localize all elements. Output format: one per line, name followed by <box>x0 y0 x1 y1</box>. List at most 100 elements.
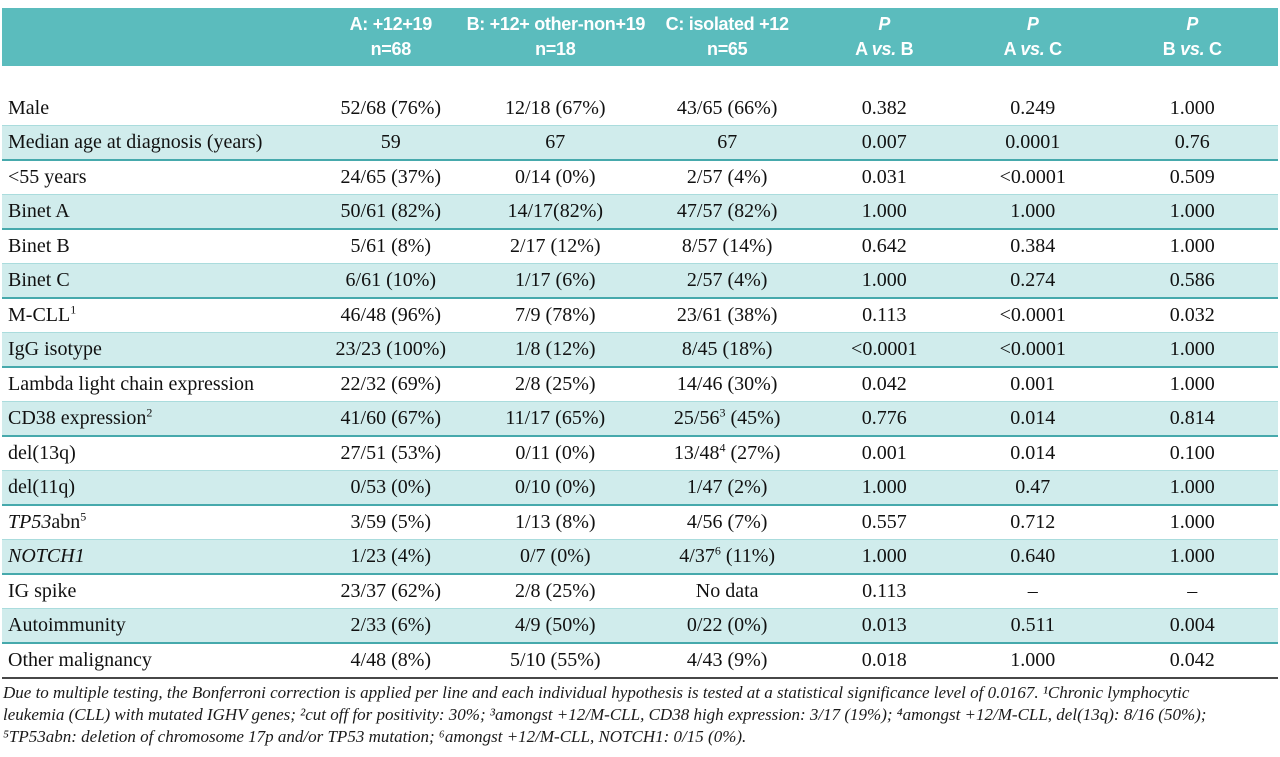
text-segment: <0.0001 <box>999 303 1066 326</box>
value-cell: 27/51 (53%) <box>316 436 466 471</box>
table-row: Other malignancy 4/48 (8%) 5/10 (55%) 4/43 … <box>2 642 1278 679</box>
value-cell: <0.0001 <box>809 331 959 368</box>
value-cell: 1.000 <box>809 538 959 575</box>
table-row: Lambda light chain expression 22/32 (69%)… <box>2 367 1278 402</box>
text-segment: 0.113 <box>862 579 907 602</box>
text-segment: Binet B <box>8 234 70 257</box>
value-cell: 1.000 <box>1106 193 1278 230</box>
value-cell: 3/59 (5%) <box>316 505 466 540</box>
text-segment: 2/8 (25%) <box>514 372 596 395</box>
row-label-cell: Binet B <box>2 229 316 264</box>
text-segment: 52/68 (76%) <box>340 96 442 119</box>
text-segment: Other malignancy <box>8 648 152 671</box>
text-segment: A <box>1003 38 1021 59</box>
superscript-note-ref: 5 <box>80 509 87 523</box>
text-segment: 0.642 <box>861 234 907 257</box>
text-segment: 5/61 (8%) <box>350 234 432 257</box>
text-segment: 8/45 (18%) <box>681 337 773 360</box>
text-segment: 0.712 <box>1010 510 1056 533</box>
table-row: M-CLL1 46/48 (96%) 7/9 (78%) 23/61 (38%) 0.1… <box>2 298 1278 333</box>
text-segment: vs. <box>1180 38 1205 59</box>
footnote-line: Due to multiple testing, the Bonferroni … <box>3 682 1190 702</box>
value-cell: 0.384 <box>959 229 1107 264</box>
text-segment: 47/57 (82%) <box>676 199 778 222</box>
text-segment: abn <box>51 510 81 533</box>
text-segment: (27%) <box>725 441 781 464</box>
text-segment: A <box>855 38 872 59</box>
text-segment: del(13q) <box>8 441 76 464</box>
value-cell: 12/18 (67%) <box>466 79 645 126</box>
text-segment: 4/56 (7%) <box>686 510 768 533</box>
text-segment: 1.000 <box>1010 648 1056 671</box>
value-cell: 0.586 <box>1106 262 1278 299</box>
row-label-cell: Autoimmunity <box>2 607 317 644</box>
value-cell: 1.000 <box>1106 367 1278 402</box>
value-cell: 43/65 (66%) <box>645 79 809 126</box>
value-cell: 24/65 (37%) <box>316 160 466 195</box>
text-segment: – <box>1187 579 1198 602</box>
value-cell: 0.042 <box>809 367 959 402</box>
value-cell: 0.004 <box>1106 607 1278 644</box>
table-row: CD38 expression2 41/60 (67%) 11/17 (65%) 25… <box>2 400 1278 437</box>
text-segment: B <box>1162 38 1181 59</box>
row-label-cell: <55 years <box>2 160 316 195</box>
text-segment: 12/18 (67%) <box>504 96 606 119</box>
text-segment: n=68 <box>370 38 412 59</box>
value-cell: 0/7 (0%) <box>465 538 645 575</box>
value-cell: 2/57 (4%) <box>645 160 809 195</box>
text-segment: P <box>878 14 891 34</box>
text-segment: 0.014 <box>1010 406 1056 429</box>
text-segment: 1/23 (4%) <box>350 544 432 567</box>
value-cell: 0.014 <box>958 400 1107 437</box>
text-segment: vs. <box>871 38 896 59</box>
value-cell: 0.007 <box>809 124 959 161</box>
value-cell: 0.032 <box>1106 298 1278 333</box>
text-segment: 27/51 (53%) <box>340 441 442 464</box>
text-segment: IG spike <box>8 579 77 602</box>
table-header: A: +12+19 n=68 B: +12+ other-non+19 n=18 C: … <box>2 8 1278 92</box>
text-segment: 0.042 <box>1169 648 1215 671</box>
row-label-cell: del(13q) <box>2 436 316 471</box>
header-row: A: +12+19 n=68 B: +12+ other-non+19 n=18 C: … <box>2 8 1278 92</box>
column-header-line2: A vs. B <box>810 37 958 62</box>
value-cell: 23/61 (38%) <box>645 298 809 333</box>
row-label-cell: Lambda light chain expression <box>2 367 316 402</box>
text-segment: 0.557 <box>861 510 907 533</box>
column-header-line1: P <box>1107 12 1277 37</box>
value-cell: 1/47 (2%) <box>644 469 810 506</box>
value-cell: 0.76 <box>1106 124 1278 161</box>
text-segment: 0.013 <box>861 613 907 636</box>
value-cell: 0.47 <box>958 469 1107 506</box>
text-segment: 1.000 <box>1169 544 1215 567</box>
text-segment: 1.000 <box>1169 337 1215 360</box>
text-segment: 43/65 (66%) <box>676 96 778 119</box>
text-segment: IgG isotype <box>8 337 102 360</box>
value-cell: 0.0001 <box>958 124 1107 161</box>
value-cell: 8/57 (14%) <box>645 229 809 264</box>
text-segment: 0/22 (0%) <box>686 613 768 636</box>
text-segment: 0.004 <box>1169 613 1215 636</box>
text-segment: 2/33 (6%) <box>350 613 432 636</box>
value-cell: 0.100 <box>1106 436 1278 471</box>
text-segment: Male <box>8 96 50 119</box>
column-header: B: +12+ other-non+19 n=18 <box>465 8 645 92</box>
text-segment: Binet A <box>8 199 70 222</box>
text-segment: 41/60 (67%) <box>340 406 442 429</box>
text-segment: 0.113 <box>862 303 907 326</box>
value-cell: 0.018 <box>809 642 959 679</box>
value-cell: 1.000 <box>1106 79 1278 126</box>
text-segment: (45%) <box>725 406 781 429</box>
text-segment: 0.014 <box>1010 441 1056 464</box>
row-label-cell: NOTCH1 <box>2 538 317 575</box>
value-cell: 1.000 <box>809 469 959 506</box>
value-cell: 0.642 <box>809 229 959 264</box>
value-cell: 1.000 <box>809 193 959 230</box>
column-header: C: isolated +12 n=65 <box>644 8 810 92</box>
text-segment: 0.586 <box>1169 268 1215 291</box>
row-label-cell: Other malignancy <box>2 642 317 679</box>
value-cell: 1.000 <box>1106 331 1278 368</box>
value-cell: 0.814 <box>1106 400 1278 437</box>
value-cell: – <box>1106 574 1278 609</box>
text-segment: 5/10 (55%) <box>509 648 601 671</box>
value-cell: – <box>959 574 1107 609</box>
